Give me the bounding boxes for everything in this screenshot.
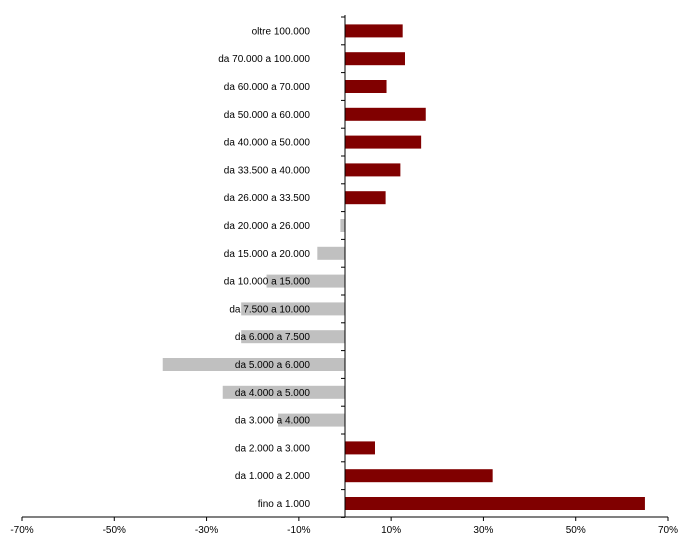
bar	[345, 80, 387, 93]
category-label: da 1.000 a 2.000	[235, 471, 311, 482]
bar	[278, 413, 345, 427]
bar	[340, 219, 345, 232]
x-tick-label: 70%	[658, 525, 678, 536]
bar	[241, 302, 345, 316]
x-tick-label: -10%	[287, 525, 310, 536]
category-label: da 60.000 a 70.000	[224, 82, 311, 93]
bar	[345, 497, 645, 510]
category-label: da 33.500 a 40.000	[224, 165, 311, 176]
bar	[345, 52, 405, 66]
x-tick-label: 10%	[381, 525, 401, 536]
bars-layer	[162, 24, 645, 510]
category-label: da 70.000 a 100.000	[218, 54, 310, 65]
bar	[345, 441, 375, 455]
bar	[345, 24, 403, 38]
category-label: da 2.000 a 3.000	[235, 443, 311, 454]
x-tick-label: 50%	[566, 525, 586, 536]
bar	[345, 107, 426, 121]
bar	[345, 469, 493, 483]
category-label: da 50.000 a 60.000	[224, 110, 311, 121]
bar	[317, 246, 345, 260]
x-tick-label: 30%	[473, 525, 493, 536]
category-label: da 10.000 a 15.000	[224, 277, 311, 288]
category-label: da 4.000 a 5.000	[235, 388, 311, 399]
category-label: da 20.000 a 26.000	[224, 221, 311, 232]
category-label: da 5.000 a 6.000	[235, 360, 311, 371]
category-label: da 7.500 a 10.000	[229, 304, 310, 315]
category-label: da 3.000 a 4.000	[235, 416, 311, 427]
category-label: da 6.000 a 7.500	[235, 332, 311, 343]
category-labels: oltre 100.000 da 70.000 a 100.000 da 60.00…	[218, 26, 310, 510]
x-tick-label: -70%	[10, 525, 33, 536]
axes: -70% -50% -30% -10% 10% 30% 50% 70%	[10, 15, 678, 536]
x-tick-label: -50%	[103, 525, 126, 536]
bar	[345, 191, 386, 205]
bar	[266, 274, 345, 288]
category-label: da 40.000 a 50.000	[224, 138, 311, 149]
category-label: fino a 1.000	[258, 499, 311, 510]
bar	[345, 163, 401, 177]
category-label: da 15.000 a 20.000	[224, 249, 311, 260]
bar	[345, 135, 422, 149]
category-label: oltre 100.000	[252, 26, 311, 37]
bar	[222, 385, 345, 399]
x-tick-label: -30%	[195, 525, 218, 536]
category-label: da 26.000 a 33.500	[224, 193, 311, 204]
bar	[241, 330, 345, 344]
bar	[162, 358, 345, 371]
